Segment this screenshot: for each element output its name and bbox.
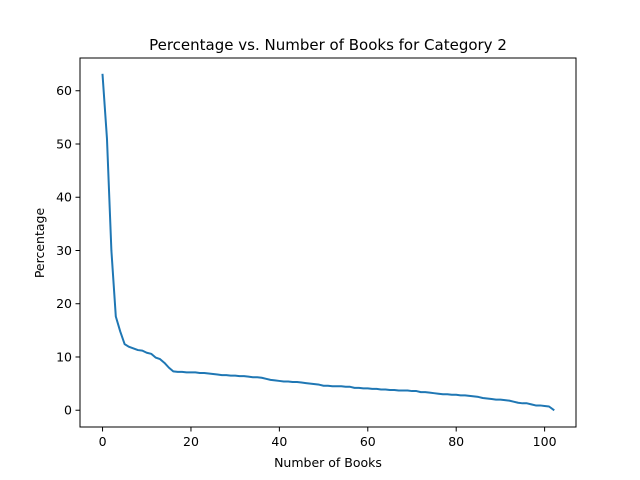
y-tick-label: 20 <box>56 296 72 311</box>
y-tick-label: 30 <box>56 243 72 258</box>
y-axis-label: Percentage <box>32 208 47 279</box>
plot-frame <box>79 57 577 428</box>
y-tick-label: 60 <box>56 83 72 98</box>
x-axis-label: Number of Books <box>274 455 382 470</box>
x-tick-label: 20 <box>183 434 199 449</box>
x-tick-label: 100 <box>533 434 557 449</box>
x-tick-label: 40 <box>271 434 287 449</box>
x-axis: 0 20 40 60 80 100 <box>99 427 557 449</box>
y-tick-label: 10 <box>56 349 72 364</box>
series-line <box>101 73 555 412</box>
y-tick-label: 50 <box>56 136 72 151</box>
x-tick-label: 80 <box>448 434 464 449</box>
chart-title: Percentage vs. Number of Books for Categ… <box>149 36 507 54</box>
x-tick-label: 60 <box>360 434 376 449</box>
y-tick-label: 40 <box>56 190 72 205</box>
plot-area <box>101 73 555 412</box>
y-axis: 0 10 20 30 40 50 60 <box>56 83 80 418</box>
x-tick-label: 0 <box>99 434 107 449</box>
y-tick-label: 0 <box>64 403 72 418</box>
